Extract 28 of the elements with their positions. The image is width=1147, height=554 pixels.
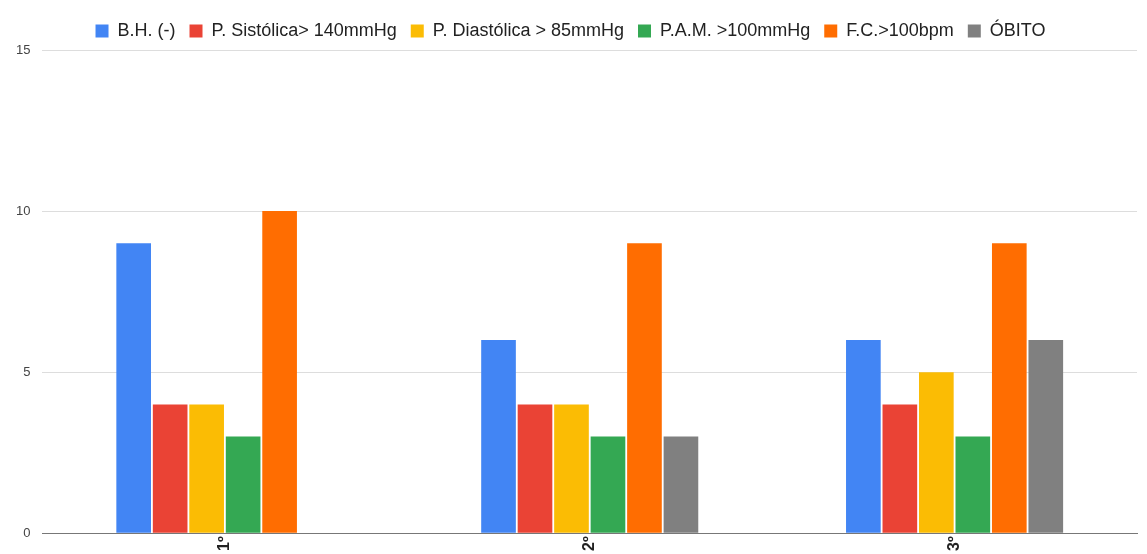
bar bbox=[991, 243, 1027, 533]
bar bbox=[152, 404, 188, 533]
bar bbox=[846, 339, 881, 533]
bar bbox=[225, 436, 261, 533]
x-tick-label: 2º bbox=[580, 536, 598, 552]
legend-label: F.C.>100bpm bbox=[846, 19, 954, 40]
bar bbox=[882, 404, 918, 533]
bar bbox=[189, 404, 224, 533]
legend-label: P. Diastólica > 85mmHg bbox=[432, 19, 625, 40]
bar bbox=[919, 372, 954, 533]
x-tick-label: 1º bbox=[215, 536, 233, 552]
bar bbox=[517, 404, 553, 533]
y-tick-label: 10 bbox=[15, 202, 31, 218]
legend-label: ÓBITO bbox=[989, 18, 1046, 40]
bar bbox=[627, 243, 662, 533]
bar bbox=[590, 436, 626, 533]
legend-label: B.H. (-) bbox=[117, 19, 176, 40]
legend-label: P.A.M. >100mmHg bbox=[660, 19, 811, 40]
y-tick-label: 15 bbox=[15, 41, 31, 57]
legend-label: P. Sistólica> 140mmHg bbox=[211, 19, 397, 40]
bar bbox=[481, 339, 516, 533]
bar bbox=[116, 243, 151, 533]
bar bbox=[955, 436, 991, 533]
bar bbox=[554, 404, 589, 533]
y-tick-label: 5 bbox=[23, 363, 31, 379]
bar bbox=[262, 211, 297, 533]
x-tick-label: 3º bbox=[944, 536, 962, 552]
y-tick-label: 0 bbox=[23, 524, 31, 540]
